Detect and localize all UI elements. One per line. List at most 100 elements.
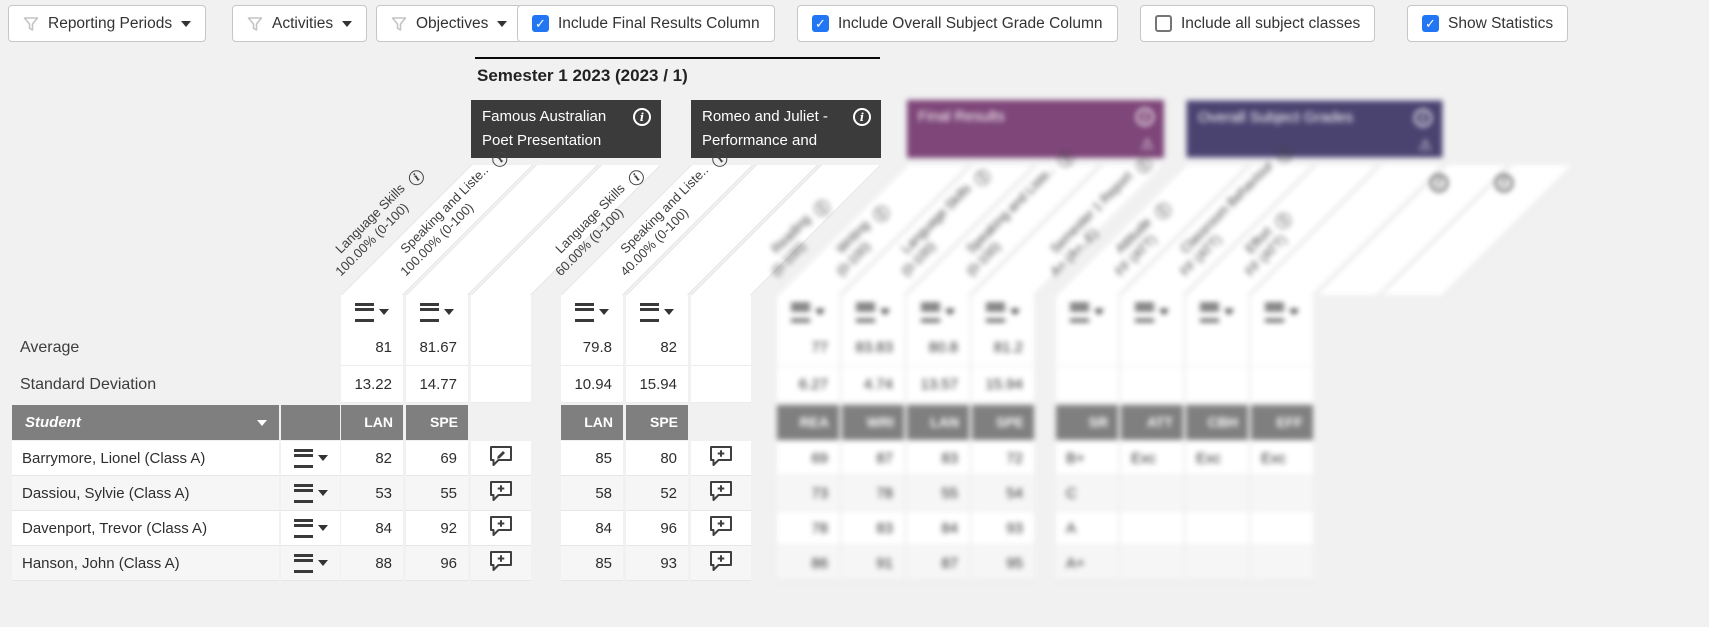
- mark-cell[interactable]: 53: [341, 476, 403, 511]
- mark-cell[interactable]: 78: [842, 476, 904, 511]
- row-menu-button[interactable]: [293, 448, 328, 468]
- mark-cell[interactable]: 86: [777, 546, 839, 581]
- column-menu-button[interactable]: [986, 302, 1020, 322]
- activity-tile[interactable]: Famous Australian Poet Presentation i: [471, 100, 661, 158]
- mark-cell[interactable]: 92: [406, 511, 468, 546]
- mark-cell[interactable]: [1121, 546, 1183, 581]
- comment-menu-spacer: [471, 295, 531, 329]
- info-icon[interactable]: i: [633, 108, 651, 126]
- mark-cell[interactable]: [1251, 546, 1313, 581]
- mark-cell[interactable]: 85: [561, 546, 623, 581]
- row-menu-button[interactable]: [293, 483, 328, 503]
- comment-add-icon[interactable]: [709, 480, 733, 507]
- comment-add-icon[interactable]: [709, 515, 733, 542]
- mark-cell[interactable]: 85: [561, 441, 623, 476]
- final-results-tile[interactable]: Final Results i ⚠: [907, 100, 1164, 158]
- mark-cell[interactable]: 82: [341, 441, 403, 476]
- mark-cell[interactable]: 93: [972, 511, 1034, 546]
- column-menu-button[interactable]: [355, 302, 389, 322]
- mark-cell[interactable]: A+: [1056, 546, 1118, 581]
- mark-cell[interactable]: 54: [972, 476, 1034, 511]
- column-menu-button[interactable]: [640, 302, 674, 322]
- comment-add-icon[interactable]: [489, 480, 513, 507]
- row-menu-button[interactable]: [293, 518, 328, 538]
- mark-cell[interactable]: 83: [907, 441, 969, 476]
- comment-add-icon[interactable]: [709, 445, 733, 472]
- mark-cell[interactable]: 72: [972, 441, 1034, 476]
- mark-cell[interactable]: 69: [777, 441, 839, 476]
- mark-cell[interactable]: [1251, 476, 1313, 511]
- column-menu-button[interactable]: [575, 302, 609, 322]
- mark-cell[interactable]: [1186, 546, 1248, 581]
- mark-cell[interactable]: 55: [907, 476, 969, 511]
- column-menu-button[interactable]: [791, 302, 825, 322]
- mark-cell[interactable]: 96: [406, 546, 468, 581]
- mark-cell[interactable]: 88: [341, 546, 403, 581]
- info-icon[interactable]: i: [870, 203, 892, 225]
- mark-cell[interactable]: 96: [626, 511, 688, 546]
- checkbox-checked-icon[interactable]: ✓: [812, 15, 829, 32]
- checkbox-button-show-statistics[interactable]: ✓ Show Statistics: [1407, 5, 1569, 42]
- checkbox-checked-icon[interactable]: ✓: [532, 15, 549, 32]
- info-icon[interactable]: i: [811, 197, 833, 219]
- mark-cell[interactable]: [1186, 476, 1248, 511]
- mark-cell[interactable]: 91: [842, 546, 904, 581]
- checkbox-unchecked-icon[interactable]: [1155, 15, 1172, 32]
- overall-subject-grades-tile[interactable]: Overall Subject Grades i ⚠: [1186, 100, 1443, 158]
- comment-add-icon[interactable]: [489, 550, 513, 577]
- mark-cell[interactable]: Exc: [1121, 441, 1183, 476]
- mark-cell[interactable]: 78: [777, 511, 839, 546]
- info-icon[interactable]: i: [1136, 108, 1154, 126]
- filter-button-activities[interactable]: Activities: [232, 5, 368, 42]
- student-column-header[interactable]: Student: [12, 405, 279, 440]
- checkbox-button-include-final-results-column[interactable]: ✓ Include Final Results Column: [517, 5, 775, 42]
- mark-cell[interactable]: B+: [1056, 441, 1118, 476]
- comment-add-icon[interactable]: [709, 550, 733, 577]
- mark-cell[interactable]: 69: [406, 441, 468, 476]
- mark-cell[interactable]: 84: [561, 511, 623, 546]
- row-menu-button[interactable]: [293, 553, 328, 573]
- mark-cell[interactable]: [1121, 511, 1183, 546]
- column-menu-button[interactable]: [856, 302, 890, 322]
- info-icon[interactable]: i: [1152, 200, 1174, 222]
- mark-cell[interactable]: 95: [972, 546, 1034, 581]
- filter-button-reporting-periods[interactable]: Reporting Periods: [8, 5, 207, 42]
- checkbox-checked-icon[interactable]: ✓: [1422, 15, 1439, 32]
- column-menu-button[interactable]: [921, 302, 955, 322]
- mark-cell[interactable]: [1121, 476, 1183, 511]
- comment-add-icon[interactable]: [489, 515, 513, 542]
- info-icon[interactable]: i: [1414, 109, 1432, 127]
- mark-cell[interactable]: 87: [842, 441, 904, 476]
- activity-tile[interactable]: Romeo and Juliet - Performance and i: [691, 100, 881, 158]
- warning-icon[interactable]: ⚠: [1418, 137, 1432, 154]
- warning-icon[interactable]: ⚠: [1140, 136, 1154, 153]
- mark-cell[interactable]: 80: [626, 441, 688, 476]
- sort-chevron-icon[interactable]: [257, 419, 267, 426]
- mark-cell[interactable]: 55: [406, 476, 468, 511]
- mark-cell[interactable]: Exc: [1186, 441, 1248, 476]
- mark-cell[interactable]: C: [1056, 476, 1118, 511]
- comment-edit-icon[interactable]: [489, 445, 513, 472]
- mark-cell[interactable]: 83: [842, 511, 904, 546]
- mark-cell[interactable]: 52: [626, 476, 688, 511]
- mark-cell[interactable]: 58: [561, 476, 623, 511]
- column-menu-button[interactable]: [1135, 302, 1169, 322]
- mark-cell[interactable]: 73: [777, 476, 839, 511]
- mark-cell[interactable]: Exc: [1251, 441, 1313, 476]
- mark-cell[interactable]: [1251, 511, 1313, 546]
- info-icon[interactable]: i: [853, 108, 871, 126]
- mark-cell[interactable]: A: [1056, 511, 1118, 546]
- mark-cell[interactable]: [1186, 511, 1248, 546]
- mark-cell[interactable]: 84: [907, 511, 969, 546]
- column-menu-button[interactable]: [1200, 302, 1234, 322]
- filter-button-objectives[interactable]: Objectives: [376, 5, 523, 42]
- column-menu-button[interactable]: [1070, 302, 1104, 322]
- info-icon[interactable]: i: [1272, 209, 1295, 232]
- column-menu-button[interactable]: [420, 302, 454, 322]
- mark-cell[interactable]: 84: [341, 511, 403, 546]
- checkbox-button-include-overall-subject-grade-column[interactable]: ✓ Include Overall Subject Grade Column: [797, 5, 1118, 42]
- mark-cell[interactable]: 93: [626, 546, 688, 581]
- mark-cell[interactable]: 87: [907, 546, 969, 581]
- column-menu-button[interactable]: [1265, 302, 1299, 322]
- checkbox-button-include-all-subject-classes[interactable]: Include all subject classes: [1140, 5, 1376, 42]
